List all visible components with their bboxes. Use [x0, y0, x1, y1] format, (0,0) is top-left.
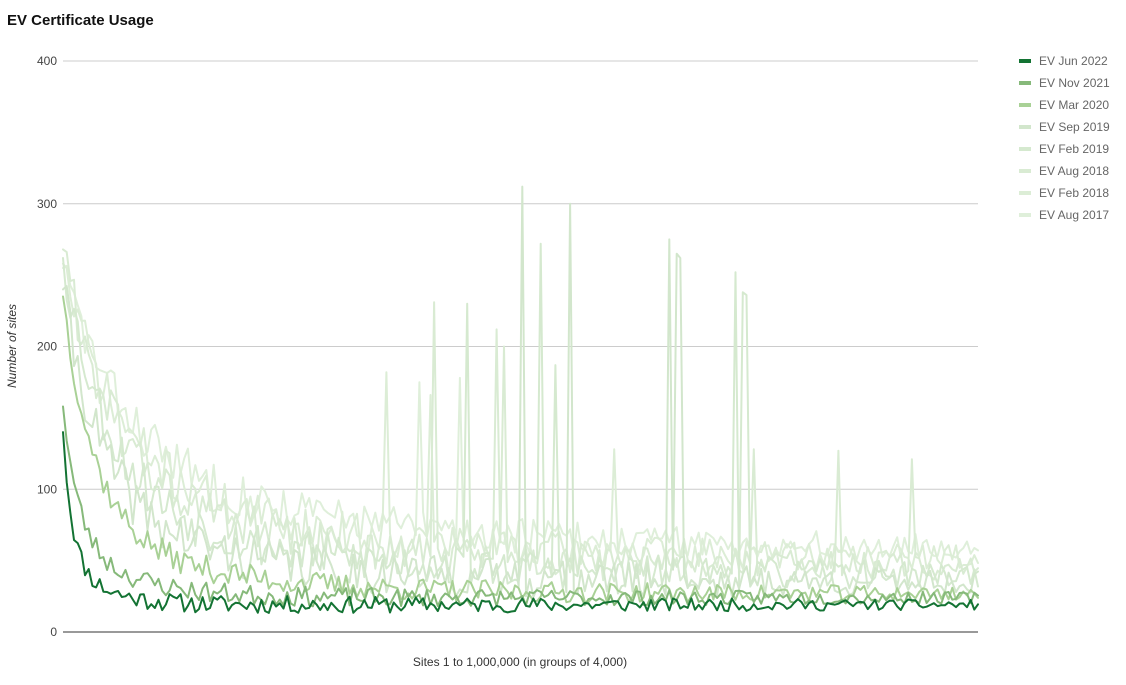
y-tick-label: 400 — [37, 54, 57, 68]
series-line-3 — [62, 295, 979, 604]
legend-label: EV Jun 2022 — [1039, 54, 1108, 68]
y-tick-label: 0 — [50, 625, 57, 639]
y-axis-tick-labels: 0 100 200 300 400 — [37, 54, 57, 639]
legend-label: EV Nov 2021 — [1039, 76, 1110, 90]
legend-label: EV Sep 2019 — [1039, 120, 1110, 134]
legend-label: EV Aug 2018 — [1039, 164, 1109, 178]
y-tick-label: 300 — [37, 197, 57, 211]
series-line-4 — [62, 185, 979, 599]
legend: EV Jun 2022 EV Nov 2021 EV Mar 2020 EV Sep … — [1019, 54, 1110, 222]
legend-label: EV Feb 2019 — [1039, 142, 1109, 156]
legend-label: EV Mar 2020 — [1039, 98, 1109, 112]
x-axis-title: Sites 1 to 1,000,000 (in groups of 4,000… — [413, 655, 627, 669]
chart-title: EV Certificate Usage — [7, 12, 154, 29]
series-line-2 — [62, 405, 979, 608]
y-axis-title: Number of sites — [5, 304, 19, 388]
y-tick-label: 100 — [37, 482, 57, 496]
series-line-6 — [62, 248, 979, 582]
series-lines — [62, 185, 979, 614]
legend-label: EV Aug 2017 — [1039, 208, 1109, 222]
series-line-1 — [62, 431, 979, 614]
legend-label: EV Feb 2018 — [1039, 186, 1109, 200]
y-tick-label: 200 — [37, 340, 57, 354]
